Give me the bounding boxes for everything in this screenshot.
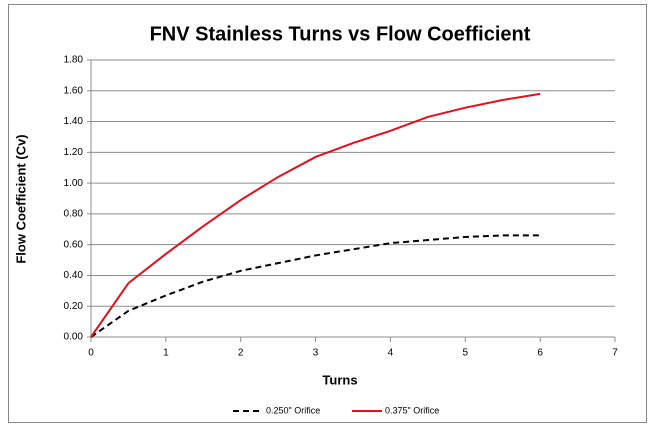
y-tick-label: 1.80 bbox=[64, 55, 84, 66]
y-tick-label: 0.80 bbox=[64, 209, 84, 220]
y-tick-label: 1.00 bbox=[64, 178, 84, 189]
x-tick-label: 4 bbox=[388, 348, 394, 359]
x-tick-label: 7 bbox=[612, 348, 618, 359]
x-axis-label: Turns bbox=[322, 372, 357, 387]
x-tick-label: 1 bbox=[163, 348, 169, 359]
x-tick-label: 0 bbox=[88, 348, 94, 359]
legend-label: 0.250" Orifice bbox=[266, 405, 320, 415]
y-tick-label: 0.00 bbox=[64, 332, 84, 343]
line-series bbox=[90, 92, 541, 338]
line-series bbox=[90, 234, 541, 338]
x-tick-label: 5 bbox=[463, 348, 469, 359]
y-tick-label: 1.20 bbox=[64, 147, 84, 158]
y-tick-label: 0.20 bbox=[64, 301, 84, 312]
x-tick-label: 2 bbox=[238, 348, 244, 359]
chart-title: FNV Stainless Turns vs Flow Coefficient bbox=[150, 23, 531, 45]
y-axis-label: Flow Coefficient (Cv) bbox=[13, 134, 28, 263]
y-tick-label: 0.40 bbox=[64, 270, 84, 281]
y-tick-label: 0.60 bbox=[64, 239, 84, 250]
y-tick-label: 1.40 bbox=[64, 116, 84, 127]
x-tick-label: 6 bbox=[537, 348, 543, 359]
x-tick-label: 3 bbox=[313, 348, 319, 359]
y-tick-label: 1.60 bbox=[64, 85, 84, 96]
legend-label: 0.375" Orifice bbox=[385, 405, 439, 415]
